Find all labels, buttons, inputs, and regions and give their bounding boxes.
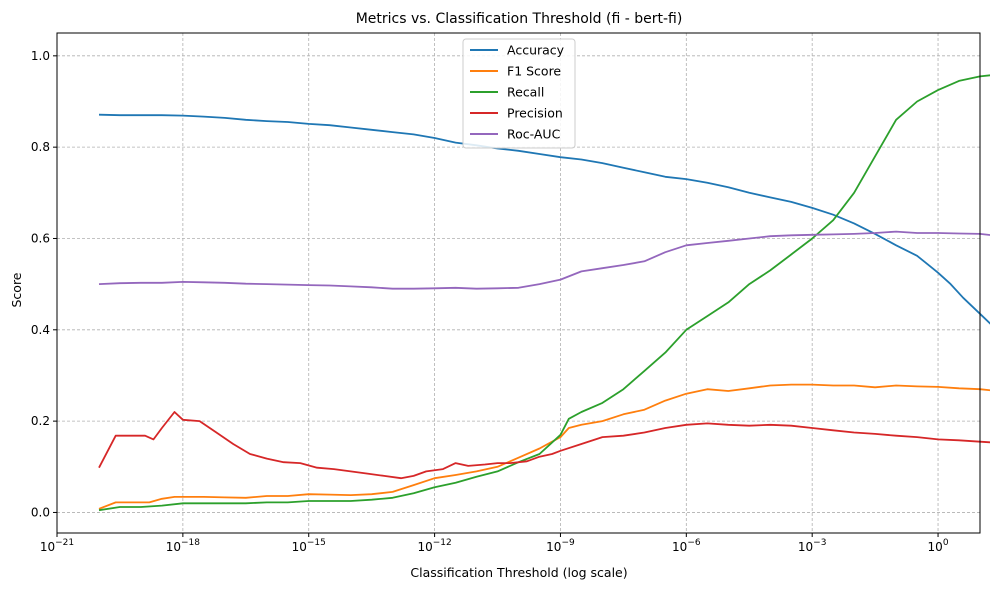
- series-line-recall: [98, 74, 990, 512]
- y-tick-label: 0.8: [31, 140, 50, 154]
- y-tick-label: 0.0: [31, 505, 50, 519]
- series-group: [98, 74, 990, 512]
- legend-label: F1 Score: [507, 64, 561, 79]
- legend-label: Accuracy: [507, 43, 565, 58]
- x-tick-label: 10−15: [292, 538, 326, 554]
- y-tick-label: 0.4: [31, 323, 50, 337]
- x-tick-label: 100: [928, 538, 949, 554]
- series-line-roc-auc: [98, 230, 990, 290]
- x-tick-label: 10−6: [672, 538, 701, 554]
- x-tick-label: 10−18: [166, 538, 201, 554]
- y-axis-label: Score: [9, 272, 24, 307]
- x-axis-label: Classification Threshold (log scale): [410, 565, 627, 580]
- legend-label: Recall: [507, 85, 544, 100]
- legend-frame: [462, 38, 576, 149]
- chart-title: Metrics vs. Classification Threshold (fi…: [356, 11, 683, 27]
- legend-label: Roc-AUC: [507, 127, 561, 142]
- x-tick-label: 10−12: [417, 538, 451, 554]
- y-tick-label: 1.0: [31, 49, 50, 63]
- y-tick-label: 0.6: [31, 231, 50, 245]
- x-tick-label: 10−21: [40, 538, 74, 554]
- series-line-f1-score: [98, 383, 990, 510]
- x-tick-label: 10−3: [798, 538, 827, 554]
- y-tick-label: 0.2: [31, 414, 50, 428]
- plot-area-frame: [56, 32, 981, 534]
- ticks: 10−21 10−18 10−15 10−12 10−9 10−6 10−3 100 0.0 0.…: [31, 49, 949, 554]
- legend: Accuracy F1 Score Recall Precision Roc-AUC: [462, 38, 576, 149]
- legend-label: Precision: [507, 106, 563, 121]
- x-tick-label: 10−9: [546, 538, 575, 554]
- series-line-accuracy: [98, 113, 990, 325]
- series-line-precision: [98, 411, 990, 480]
